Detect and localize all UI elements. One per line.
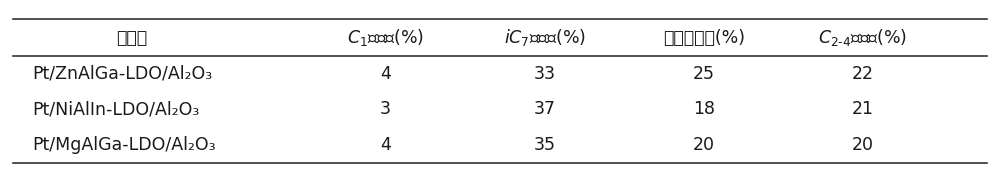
Text: 37: 37 [534, 101, 556, 119]
Text: 3: 3 [380, 101, 391, 119]
Text: 18: 18 [693, 101, 715, 119]
Text: Pt/MgAlGa-LDO/Al₂O₃: Pt/MgAlGa-LDO/Al₂O₃ [33, 136, 216, 154]
Text: $C_{2\text{-}4}$选择性(%): $C_{2\text{-}4}$选择性(%) [818, 27, 908, 48]
Text: 4: 4 [380, 136, 391, 154]
Text: 25: 25 [693, 65, 715, 83]
Text: $C_1$选择性(%): $C_1$选择性(%) [347, 27, 424, 48]
Text: Pt/ZnAlGa-LDO/Al₂O₃: Pt/ZnAlGa-LDO/Al₂O₃ [33, 65, 213, 83]
Text: 21: 21 [852, 101, 874, 119]
Text: 33: 33 [534, 65, 556, 83]
Text: $iC_7$选择性(%): $iC_7$选择性(%) [504, 27, 586, 48]
Text: 35: 35 [534, 136, 556, 154]
Text: Pt/NiAlIn-LDO/Al₂O₃: Pt/NiAlIn-LDO/Al₂O₃ [33, 101, 200, 119]
Text: 20: 20 [852, 136, 874, 154]
Text: 催化剂: 催化剂 [116, 29, 148, 47]
Text: 4: 4 [380, 65, 391, 83]
Text: 20: 20 [693, 136, 715, 154]
Text: 甲苯选择性(%): 甲苯选择性(%) [663, 29, 745, 47]
Text: 22: 22 [852, 65, 874, 83]
